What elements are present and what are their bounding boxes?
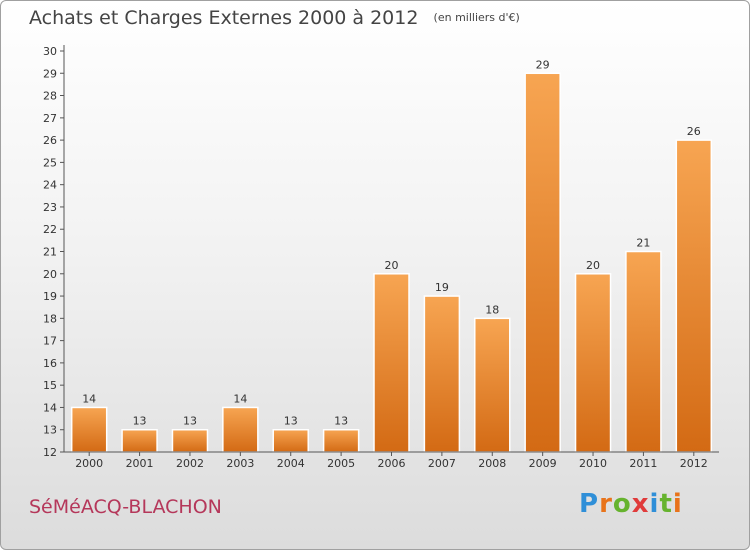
bar-value-label: 13 [284, 415, 298, 428]
x-tick-label: 2011 [629, 457, 657, 470]
labels-group: 14 2000 13 2001 13 2002 14 2003 13 2004 13 2005 20 20… [75, 58, 708, 470]
bar [272, 428, 309, 453]
logo-letter: P [579, 489, 600, 519]
y-tick-label: 27 [43, 112, 57, 125]
bar-value-label: 20 [385, 259, 399, 272]
y-tick-label: 30 [43, 45, 57, 58]
x-tick-label: 2005 [327, 457, 355, 470]
logo-letter: i [672, 489, 683, 519]
chart-unit: (en milliers d'€) [433, 11, 520, 24]
x-tick-label: 2008 [478, 457, 506, 470]
bar [121, 428, 158, 453]
axes-group: 12 13 14 15 16 17 18 19 20 21 22 23 24 25 26 27 28 29 30 [43, 45, 719, 459]
bar-value-label: 29 [536, 58, 550, 71]
bar [423, 295, 461, 453]
y-tick-label: 23 [43, 201, 57, 214]
x-tick-label: 2001 [126, 457, 154, 470]
y-tick-label: 21 [43, 246, 57, 259]
bar-value-label: 13 [133, 415, 147, 428]
bar [574, 273, 612, 453]
bar [70, 406, 108, 453]
chart-title: Achats et Charges Externes 2000 à 2012 [29, 7, 419, 29]
logo-letter: t [659, 489, 673, 519]
bar-value-label: 13 [183, 415, 197, 428]
bar [171, 428, 209, 453]
proxiti-logo: Proxiti [579, 489, 683, 519]
y-tick-label: 14 [43, 401, 57, 414]
bar-value-label: 20 [586, 259, 600, 272]
title-row: Achats et Charges Externes 2000 à 2012 (… [29, 7, 520, 29]
x-tick-label: 2009 [529, 457, 557, 470]
bar [524, 72, 561, 453]
bar [474, 317, 511, 453]
y-tick-label: 22 [43, 223, 57, 236]
bar-value-label: 13 [334, 415, 348, 428]
x-tick-label: 2006 [378, 457, 406, 470]
bar-value-label: 26 [687, 125, 701, 138]
x-tick-label: 2003 [226, 457, 254, 470]
x-tick-label: 2010 [579, 457, 607, 470]
y-tick-label: 15 [43, 379, 57, 392]
x-tick-label: 2002 [176, 457, 204, 470]
x-tick-label: 2000 [75, 457, 103, 470]
x-tick-label: 2004 [277, 457, 305, 470]
y-tick-label: 19 [43, 290, 57, 303]
y-tick-label: 17 [43, 335, 57, 348]
y-tick-label: 16 [43, 357, 57, 370]
y-tick-label: 26 [43, 134, 57, 147]
bar [222, 406, 259, 453]
y-tick-label: 18 [43, 312, 57, 325]
y-tick-label: 28 [43, 90, 57, 103]
y-tick-label: 25 [43, 156, 57, 169]
logo-letter: o [612, 489, 632, 519]
y-tick-label: 29 [43, 67, 57, 80]
logo-letter: i [649, 489, 660, 519]
bar-value-label: 21 [636, 237, 650, 250]
bar-value-label: 14 [82, 392, 96, 405]
logo-letter: x [631, 489, 650, 519]
y-tick-label: 24 [43, 179, 57, 192]
logo-letter: r [599, 489, 613, 519]
bar-value-label: 14 [233, 392, 247, 405]
bar [625, 250, 662, 453]
bar-value-label: 19 [435, 281, 449, 294]
bar [373, 273, 410, 453]
bar [322, 428, 360, 453]
bars-group [70, 72, 713, 453]
commune-name: SéMéACQ-BLACHON [29, 496, 222, 518]
x-tick-label: 2012 [680, 457, 708, 470]
bar [675, 139, 713, 453]
bar-value-label: 18 [485, 303, 499, 316]
y-tick-label: 12 [43, 446, 57, 459]
x-tick-label: 2007 [428, 457, 456, 470]
y-tick-label: 20 [43, 268, 57, 281]
y-tick-label: 13 [43, 424, 57, 437]
